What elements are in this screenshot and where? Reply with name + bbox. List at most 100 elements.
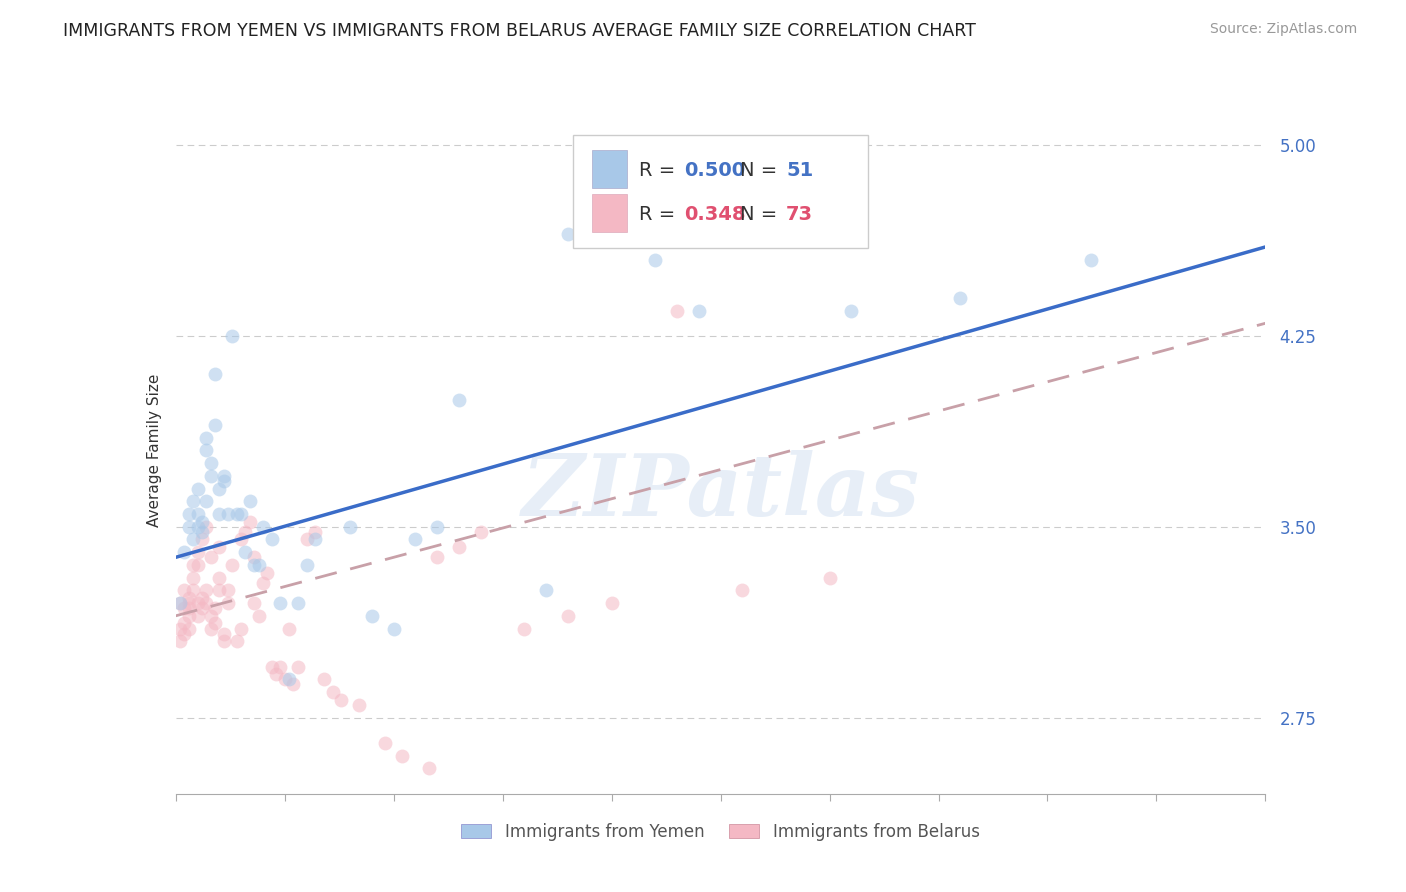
Point <box>470 524 492 539</box>
Point <box>287 596 309 610</box>
Point <box>169 622 191 636</box>
Point <box>186 608 209 623</box>
Point <box>426 520 449 534</box>
Point <box>247 558 270 572</box>
Point <box>274 673 297 687</box>
Point <box>247 608 270 623</box>
Point <box>217 596 239 610</box>
Point <box>217 507 239 521</box>
Point <box>374 736 396 750</box>
Point <box>200 550 222 565</box>
Point <box>195 494 218 508</box>
Point <box>644 252 666 267</box>
Point <box>600 596 623 610</box>
Point <box>688 303 710 318</box>
Point <box>195 520 218 534</box>
Point <box>200 456 222 470</box>
Point <box>195 443 218 458</box>
FancyBboxPatch shape <box>592 194 627 232</box>
Point <box>264 667 287 681</box>
Point <box>295 533 318 547</box>
Point <box>204 601 226 615</box>
Point <box>243 558 266 572</box>
Point <box>186 520 209 534</box>
Point <box>256 566 278 580</box>
Point <box>169 596 191 610</box>
Point <box>312 673 335 687</box>
Text: Source: ZipAtlas.com: Source: ZipAtlas.com <box>1209 22 1357 37</box>
Point <box>177 520 200 534</box>
Text: N =: N = <box>740 161 783 179</box>
Point <box>252 520 274 534</box>
Point <box>195 583 218 598</box>
Point <box>177 622 200 636</box>
Point <box>208 482 231 496</box>
Point <box>181 583 204 598</box>
Point <box>231 507 253 521</box>
Point <box>177 507 200 521</box>
Point <box>278 622 301 636</box>
Point <box>239 515 262 529</box>
Point <box>177 596 200 610</box>
Point <box>191 601 214 615</box>
Text: R =: R = <box>638 204 682 224</box>
Point <box>221 558 243 572</box>
Point <box>186 558 209 572</box>
Point <box>731 583 754 598</box>
Point <box>949 291 972 305</box>
Point <box>191 591 214 605</box>
Point <box>304 524 326 539</box>
Point <box>200 608 222 623</box>
Text: R =: R = <box>638 161 682 179</box>
Point <box>200 622 222 636</box>
Point <box>235 524 257 539</box>
Point <box>557 608 579 623</box>
Point <box>212 634 235 648</box>
Point <box>360 608 382 623</box>
Point <box>177 591 200 605</box>
Point <box>295 558 318 572</box>
Point <box>252 575 274 590</box>
Point <box>212 469 235 483</box>
Point <box>426 550 449 565</box>
Point <box>186 482 209 496</box>
Point <box>513 622 536 636</box>
Point <box>405 533 427 547</box>
FancyBboxPatch shape <box>574 135 868 248</box>
Point <box>243 596 266 610</box>
Point <box>287 659 309 673</box>
Text: 51: 51 <box>786 161 813 179</box>
Point <box>195 431 218 445</box>
Point <box>418 761 440 775</box>
Point <box>243 550 266 565</box>
Point <box>208 571 231 585</box>
Point <box>225 634 247 648</box>
Point <box>195 596 218 610</box>
Text: 73: 73 <box>786 204 813 224</box>
Point <box>204 616 226 631</box>
Text: IMMIGRANTS FROM YEMEN VS IMMIGRANTS FROM BELARUS AVERAGE FAMILY SIZE CORRELATION: IMMIGRANTS FROM YEMEN VS IMMIGRANTS FROM… <box>63 22 976 40</box>
Point <box>347 698 370 712</box>
Point <box>191 515 214 529</box>
Point <box>447 392 470 407</box>
Point <box>177 608 200 623</box>
Point <box>169 634 191 648</box>
Point <box>169 596 191 610</box>
Point <box>235 545 257 559</box>
Point <box>796 214 818 228</box>
Point <box>225 507 247 521</box>
Point <box>200 469 222 483</box>
Point <box>239 494 262 508</box>
Point <box>173 626 195 640</box>
Point <box>204 367 226 381</box>
Point <box>186 596 209 610</box>
Point <box>208 507 231 521</box>
Point <box>186 507 209 521</box>
Text: 0.348: 0.348 <box>685 204 747 224</box>
Point <box>173 583 195 598</box>
Point <box>181 494 204 508</box>
Point <box>283 677 305 691</box>
Point <box>191 524 214 539</box>
Text: 0.500: 0.500 <box>685 161 745 179</box>
Point <box>173 601 195 615</box>
